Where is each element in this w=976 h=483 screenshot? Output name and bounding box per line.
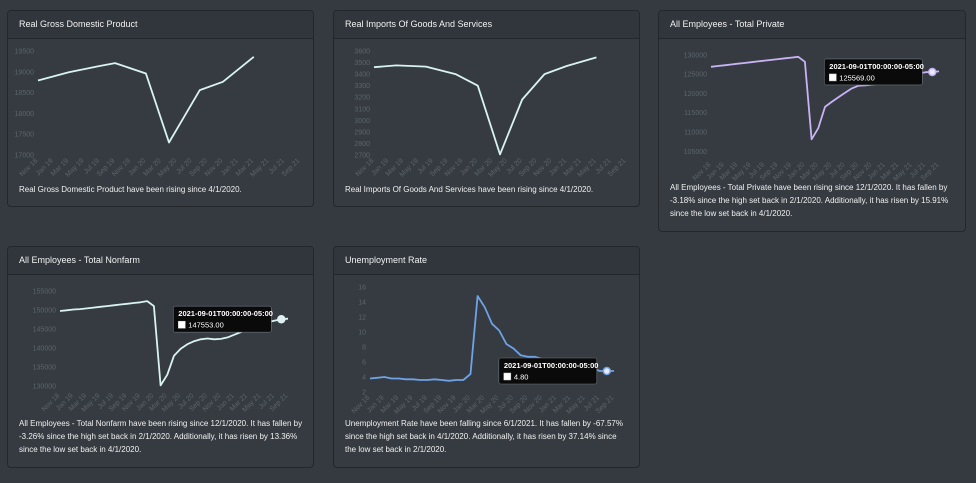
card-title: Real Imports Of Goods And Services <box>334 11 639 39</box>
tooltip: 2021-09-01T00:00:00-05:00 125569.00 <box>823 58 924 86</box>
tooltip-box <box>823 58 923 86</box>
y-tick-label: 3400 <box>354 72 370 79</box>
y-tick-label: 3500 <box>354 60 370 67</box>
y-tick-label: 140000 <box>33 346 56 353</box>
hover-point <box>928 67 937 77</box>
tooltip-swatch <box>829 73 837 82</box>
y-tick-label: 2 <box>362 390 366 397</box>
y-tick-label: 2800 <box>354 141 370 148</box>
y-tick-label: 18000 <box>15 111 35 118</box>
card-title: All Employees - Total Private <box>659 11 965 39</box>
y-tick-label: 3600 <box>354 49 370 56</box>
line-chart-private-employees[interactable]: 130000125000120000115000110000105000Nov … <box>659 39 965 181</box>
y-tick-label: 145000 <box>33 326 56 333</box>
y-tick-label: 105000 <box>684 149 707 156</box>
y-tick-label: 19000 <box>15 69 35 76</box>
card-title: Unemployment Rate <box>334 247 639 275</box>
tooltip: 2021-09-01T00:00:00-05:00 4.80 <box>498 357 599 385</box>
y-tick-label: 115000 <box>684 110 707 117</box>
tooltip-date: 2021-09-01T00:00:00-05:00 <box>178 309 273 318</box>
y-tick-label: 120000 <box>684 91 707 98</box>
tooltip-swatch <box>178 320 186 329</box>
tooltip-box <box>498 357 598 385</box>
chart-summary: All Employees - Total Nonfarm have been … <box>19 419 303 454</box>
y-tick-label: 14 <box>358 300 366 307</box>
line-chart-imports[interactable]: 3600 3500 3400 3300 3200 3100 3000 2900 2800 2700… <box>334 39 639 181</box>
chart-card-unemployment: Unemployment Rate 16 14 12 10 8 6 4 2 Nov 18 Jan … <box>333 246 640 468</box>
y-tick-label: 110000 <box>684 130 707 137</box>
y-tick-label: 130000 <box>684 52 707 59</box>
chart-summary: Real Gross Domestic Product have been ri… <box>19 185 242 194</box>
hover-point <box>602 366 612 376</box>
y-tick-label: 12 <box>358 315 366 322</box>
y-tick-label: 130000 <box>33 384 56 391</box>
line-chart-nonfarm-employees[interactable]: 155000150000145000140000135000130000Nov … <box>8 275 313 417</box>
y-tick-label: 155000 <box>33 288 56 295</box>
y-tick-label: 16 <box>358 285 366 292</box>
chart-card-nonfarm-employees: All Employees - Total Nonfarm 155000 1500… <box>7 246 314 468</box>
y-tick-label: 6 <box>362 360 366 367</box>
y-tick-label: 3200 <box>354 95 370 102</box>
y-tick-label: 3300 <box>354 83 370 90</box>
y-tick-label: 150000 <box>33 307 56 314</box>
y-tick-label: 18500 <box>15 90 35 97</box>
card-title: All Employees - Total Nonfarm <box>8 247 313 275</box>
y-tick-label: 3000 <box>354 118 370 125</box>
tooltip: 2021-09-01T00:00:00-05:00 147553.00 <box>172 305 273 333</box>
series-line <box>373 56 597 156</box>
y-tick-label: 4 <box>362 375 366 382</box>
y-tick-label: 2900 <box>354 129 370 136</box>
y-tick-label: 125000 <box>684 72 707 79</box>
chart-summary: All Employees - Total Private have been … <box>670 183 949 218</box>
tooltip-value: 125569.00 <box>839 73 874 82</box>
tooltip-swatch <box>503 372 512 381</box>
y-tick-label: 17500 <box>15 132 35 139</box>
card-title: Real Gross Domestic Product <box>8 11 313 39</box>
series-line <box>37 56 255 144</box>
chart-card-imports: Real Imports Of Goods And Services 3600 3… <box>333 10 640 207</box>
chart-summary: Real Imports Of Goods And Services have … <box>345 185 594 194</box>
chart-card-gdp: Real Gross Domestic Product 19500 19000 18… <box>7 10 314 207</box>
y-tick-label: 17000 <box>15 153 35 160</box>
chart-summary: Unemployment Rate have been falling sinc… <box>345 419 623 454</box>
tooltip-box <box>172 305 272 333</box>
tooltip-date: 2021-09-01T00:00:00-05:00 <box>504 361 599 370</box>
y-tick-label: 8 <box>362 345 366 352</box>
chart-card-private-employees: All Employees - Total Private 130000 1250… <box>658 10 966 232</box>
y-tick-label: 2700 <box>354 153 370 160</box>
y-tick-label: 3100 <box>354 106 370 113</box>
tooltip-date: 2021-09-01T00:00:00-05:00 <box>829 62 924 71</box>
tooltip-value: 147553.00 <box>188 321 223 330</box>
y-tick-label: 19500 <box>15 49 35 56</box>
y-tick-label: 10 <box>358 330 366 337</box>
tooltip-value: 4.80 <box>514 373 529 382</box>
hover-point <box>277 314 286 324</box>
y-tick-label: 135000 <box>33 365 56 372</box>
